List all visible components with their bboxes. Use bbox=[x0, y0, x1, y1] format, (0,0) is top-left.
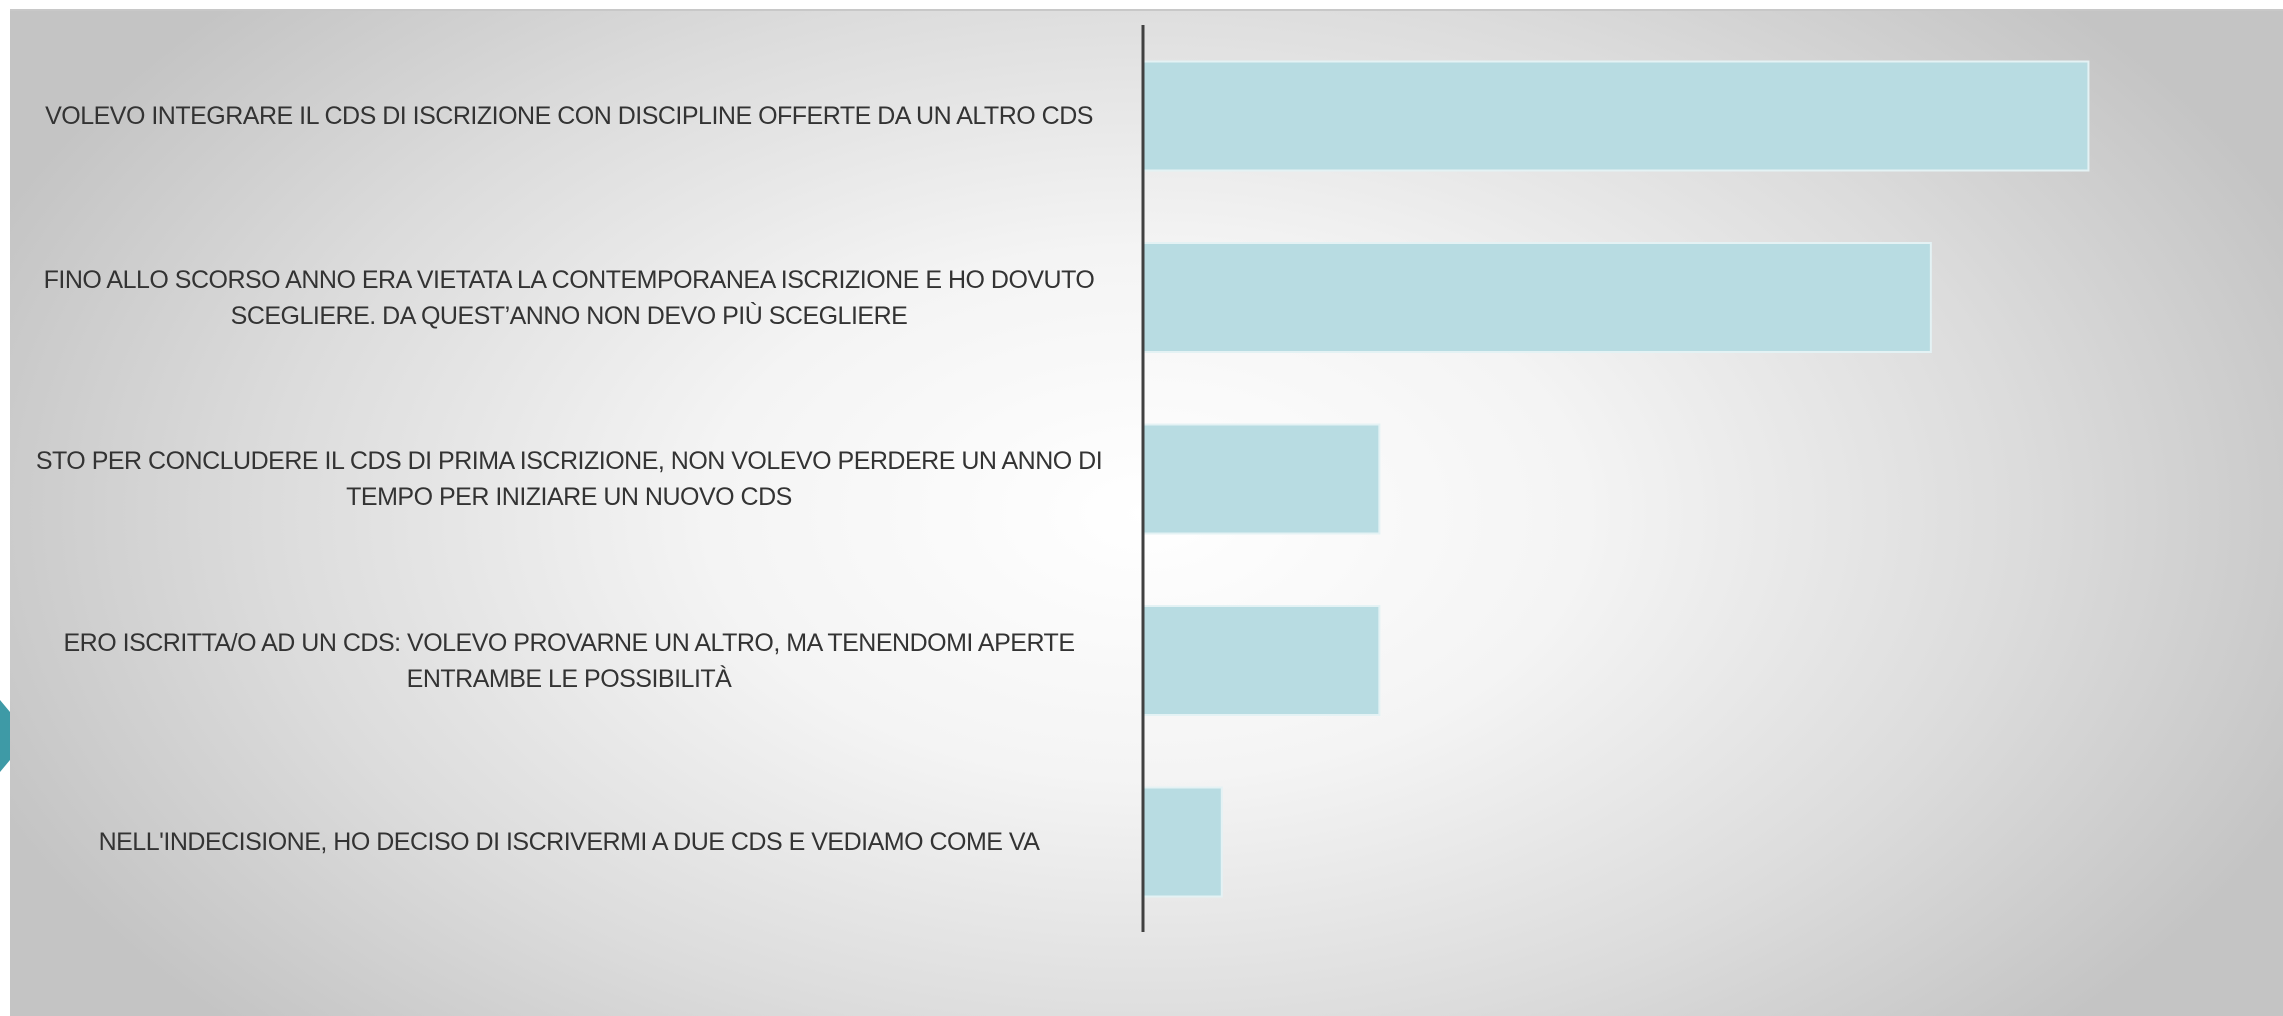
bar bbox=[1142, 242, 1932, 353]
bar bbox=[1142, 605, 1381, 716]
y-tick-label: VOLEVO INTEGRARE IL CDS DI ISCRIZIONE CO… bbox=[45, 102, 1093, 130]
bar bbox=[1142, 786, 1223, 898]
y-tick-label: STO PER CONCLUDERE IL CDS DI PRIMA ISCRI… bbox=[35, 447, 1103, 511]
y-tick-label: ERO ISCRITTA/O AD UN CDS: VOLEVO PROVARN… bbox=[63, 628, 1076, 693]
bar bbox=[1142, 60, 2090, 172]
bar bbox=[1142, 423, 1381, 535]
slide-decoration bbox=[0, 700, 10, 772]
y-tick-label: FINO ALLO SCORSO ANNO ERA VIETATA LA CON… bbox=[43, 265, 1095, 330]
y-tick-label: NELL'INDECISIONE, HO DECISO DI ISCRIVERM… bbox=[98, 828, 1040, 856]
